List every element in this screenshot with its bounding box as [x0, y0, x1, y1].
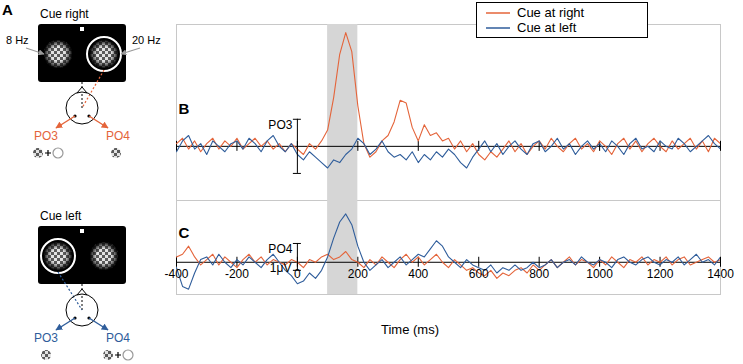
html-text:Time (ms): Time (ms): [381, 322, 439, 337]
svg-text:20 Hz: 20 Hz: [132, 34, 161, 46]
svg-text:C: C: [179, 224, 190, 241]
svg-text:A: A: [2, 1, 13, 18]
svg-text:B: B: [179, 100, 190, 117]
svg-text:PO4: PO4: [268, 242, 292, 256]
svg-text:1μV: 1μV: [270, 261, 292, 275]
svg-text:Cue left: Cue left: [40, 209, 82, 223]
svg-text:PO3: PO3: [34, 331, 58, 345]
svg-text:8 Hz: 8 Hz: [6, 34, 29, 46]
svg-text:PO3: PO3: [34, 129, 58, 143]
svg-text:1400: 1400: [707, 267, 734, 281]
svg-text:200: 200: [348, 267, 368, 281]
svg-text:-200: -200: [225, 267, 249, 281]
svg-text:600: 600: [469, 267, 489, 281]
svg-text:PO4: PO4: [106, 129, 130, 143]
svg-text:0: 0: [294, 267, 301, 281]
svg-text:1000: 1000: [586, 267, 613, 281]
svg-text:1200: 1200: [647, 267, 674, 281]
svg-text:PO4: PO4: [106, 331, 130, 345]
html-text:Cue at right: Cue at right: [517, 5, 585, 20]
html-text:Cue at left: Cue at left: [517, 20, 577, 35]
svg-text:800: 800: [529, 267, 549, 281]
svg-text:PO3: PO3: [268, 118, 292, 132]
svg-text:400: 400: [408, 267, 428, 281]
svg-text:-400: -400: [164, 267, 188, 281]
svg-text:Cue right: Cue right: [40, 7, 89, 21]
